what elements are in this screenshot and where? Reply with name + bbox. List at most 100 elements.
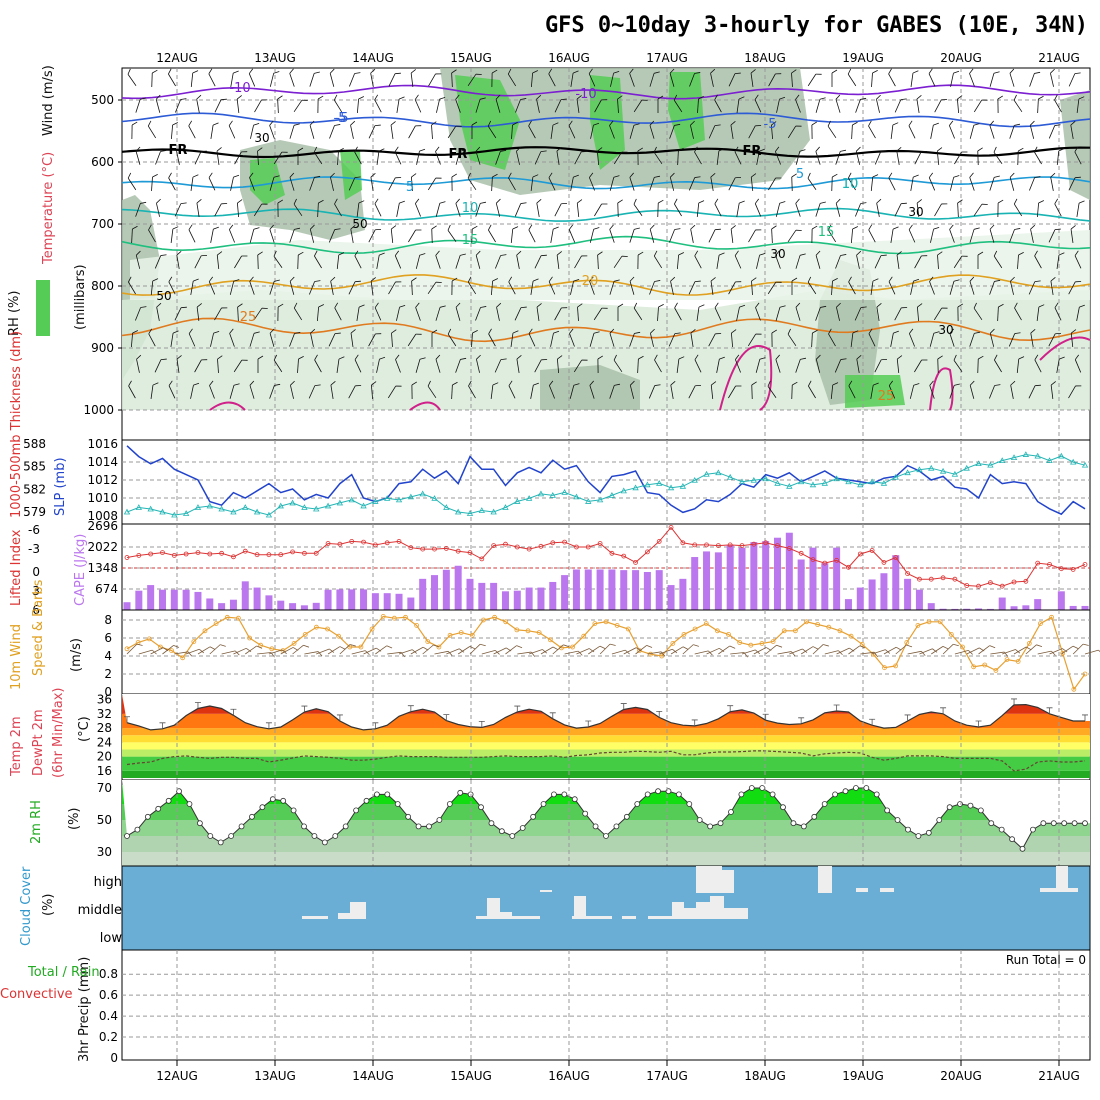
thickness-marker bbox=[419, 490, 426, 497]
barb-flag bbox=[354, 146, 358, 153]
barb-flag bbox=[617, 303, 624, 308]
barb-flag bbox=[1070, 120, 1076, 126]
barb-staff bbox=[228, 125, 236, 139]
wind-barb bbox=[876, 303, 882, 321]
barb-staff bbox=[128, 385, 136, 399]
barb-flag bbox=[435, 73, 442, 75]
barb-staff bbox=[694, 650, 709, 655]
rh-marker bbox=[634, 801, 641, 807]
barb-flag bbox=[856, 146, 861, 152]
wind-barb bbox=[214, 307, 228, 321]
slp-thickness-lines bbox=[123, 445, 1089, 518]
top-date-label: 19AUG bbox=[842, 51, 884, 65]
barb-flag bbox=[816, 354, 821, 360]
wind-barb bbox=[550, 330, 560, 347]
barb-flag bbox=[492, 173, 498, 178]
barb-flag bbox=[549, 380, 554, 386]
slp-axis-label: SLP (mb) bbox=[53, 457, 68, 516]
barb-staff bbox=[1008, 333, 1016, 347]
rh-marker bbox=[530, 813, 537, 820]
barb-flag bbox=[1034, 176, 1041, 178]
li-marker bbox=[503, 541, 508, 547]
wind-barb bbox=[747, 333, 762, 347]
rh-marker bbox=[717, 820, 724, 827]
wind-speed-marker bbox=[948, 632, 954, 637]
barb-flag bbox=[941, 307, 948, 309]
cloud-block bbox=[1056, 866, 1068, 888]
cape-bar bbox=[643, 571, 651, 610]
rh-marker bbox=[644, 791, 651, 798]
barb-flag bbox=[848, 276, 852, 283]
barb-flag bbox=[1078, 96, 1085, 100]
cloud-block bbox=[880, 888, 894, 892]
barb-staff bbox=[1076, 307, 1080, 321]
wind-barb bbox=[649, 280, 661, 295]
barb-flag bbox=[969, 172, 974, 178]
wind-barb bbox=[368, 228, 382, 243]
wind-barb bbox=[716, 252, 725, 269]
barb-staff bbox=[690, 125, 694, 139]
barb-flag bbox=[136, 643, 143, 646]
barb-flag bbox=[581, 151, 588, 153]
barb-staff bbox=[690, 229, 694, 243]
barb-staff bbox=[629, 229, 635, 243]
barb-staff bbox=[297, 358, 299, 374]
wind-barb bbox=[196, 94, 202, 113]
barb-flag bbox=[613, 279, 620, 282]
wind-barb bbox=[511, 122, 518, 140]
barb-staff bbox=[289, 73, 295, 87]
cape-bar bbox=[1010, 606, 1018, 610]
wind-barb bbox=[447, 328, 457, 347]
barb-staff bbox=[548, 177, 556, 191]
rh-label: 30 bbox=[770, 247, 785, 261]
wind-barb bbox=[748, 229, 762, 243]
barb-staff bbox=[330, 177, 334, 191]
barb-flag bbox=[289, 68, 294, 74]
wind-barb bbox=[708, 124, 721, 139]
barb-staff bbox=[554, 99, 562, 113]
barb-staff bbox=[989, 281, 995, 295]
wind-barb bbox=[333, 94, 343, 113]
barb-staff bbox=[989, 177, 995, 191]
wind-barb bbox=[330, 172, 335, 191]
li-marker bbox=[550, 540, 556, 546]
barb-staff bbox=[754, 99, 762, 113]
li-marker bbox=[798, 550, 804, 556]
li-marker bbox=[207, 551, 213, 557]
wind-barb bbox=[348, 280, 361, 295]
wind-barb bbox=[1074, 146, 1082, 165]
wind-barb bbox=[168, 380, 176, 399]
wind-barb bbox=[131, 121, 138, 140]
cape-bar bbox=[703, 551, 711, 610]
rh-marker bbox=[207, 833, 214, 839]
rh-marker bbox=[905, 826, 911, 833]
barb-flag bbox=[634, 227, 640, 230]
wind-barb bbox=[949, 224, 955, 243]
wind-barb bbox=[415, 198, 421, 217]
wind-barb bbox=[194, 254, 208, 269]
wind-barb bbox=[536, 198, 542, 217]
barb-staff bbox=[451, 72, 453, 88]
barb-staff bbox=[827, 229, 837, 243]
barb-staff bbox=[304, 651, 319, 655]
barb-staff bbox=[776, 99, 780, 113]
barb-flag bbox=[1070, 225, 1076, 230]
rh-marker bbox=[332, 833, 339, 839]
barb-flag bbox=[536, 94, 542, 100]
barb-staff bbox=[431, 124, 433, 140]
li-marker bbox=[846, 564, 851, 570]
barb-staff bbox=[629, 281, 635, 295]
barb-flag bbox=[180, 98, 187, 100]
cape-bar bbox=[1022, 605, 1030, 610]
barb-staff bbox=[475, 255, 481, 269]
wind-barb bbox=[710, 277, 716, 295]
barb-flag bbox=[597, 147, 603, 152]
cape-bar bbox=[490, 582, 498, 610]
wind-barb bbox=[888, 172, 896, 191]
rh-marker bbox=[946, 804, 953, 811]
barb-flag bbox=[581, 255, 588, 257]
barb-staff bbox=[217, 358, 219, 374]
wind-barb bbox=[716, 148, 725, 165]
barb-flag bbox=[273, 71, 280, 74]
wind-barb bbox=[317, 95, 324, 114]
